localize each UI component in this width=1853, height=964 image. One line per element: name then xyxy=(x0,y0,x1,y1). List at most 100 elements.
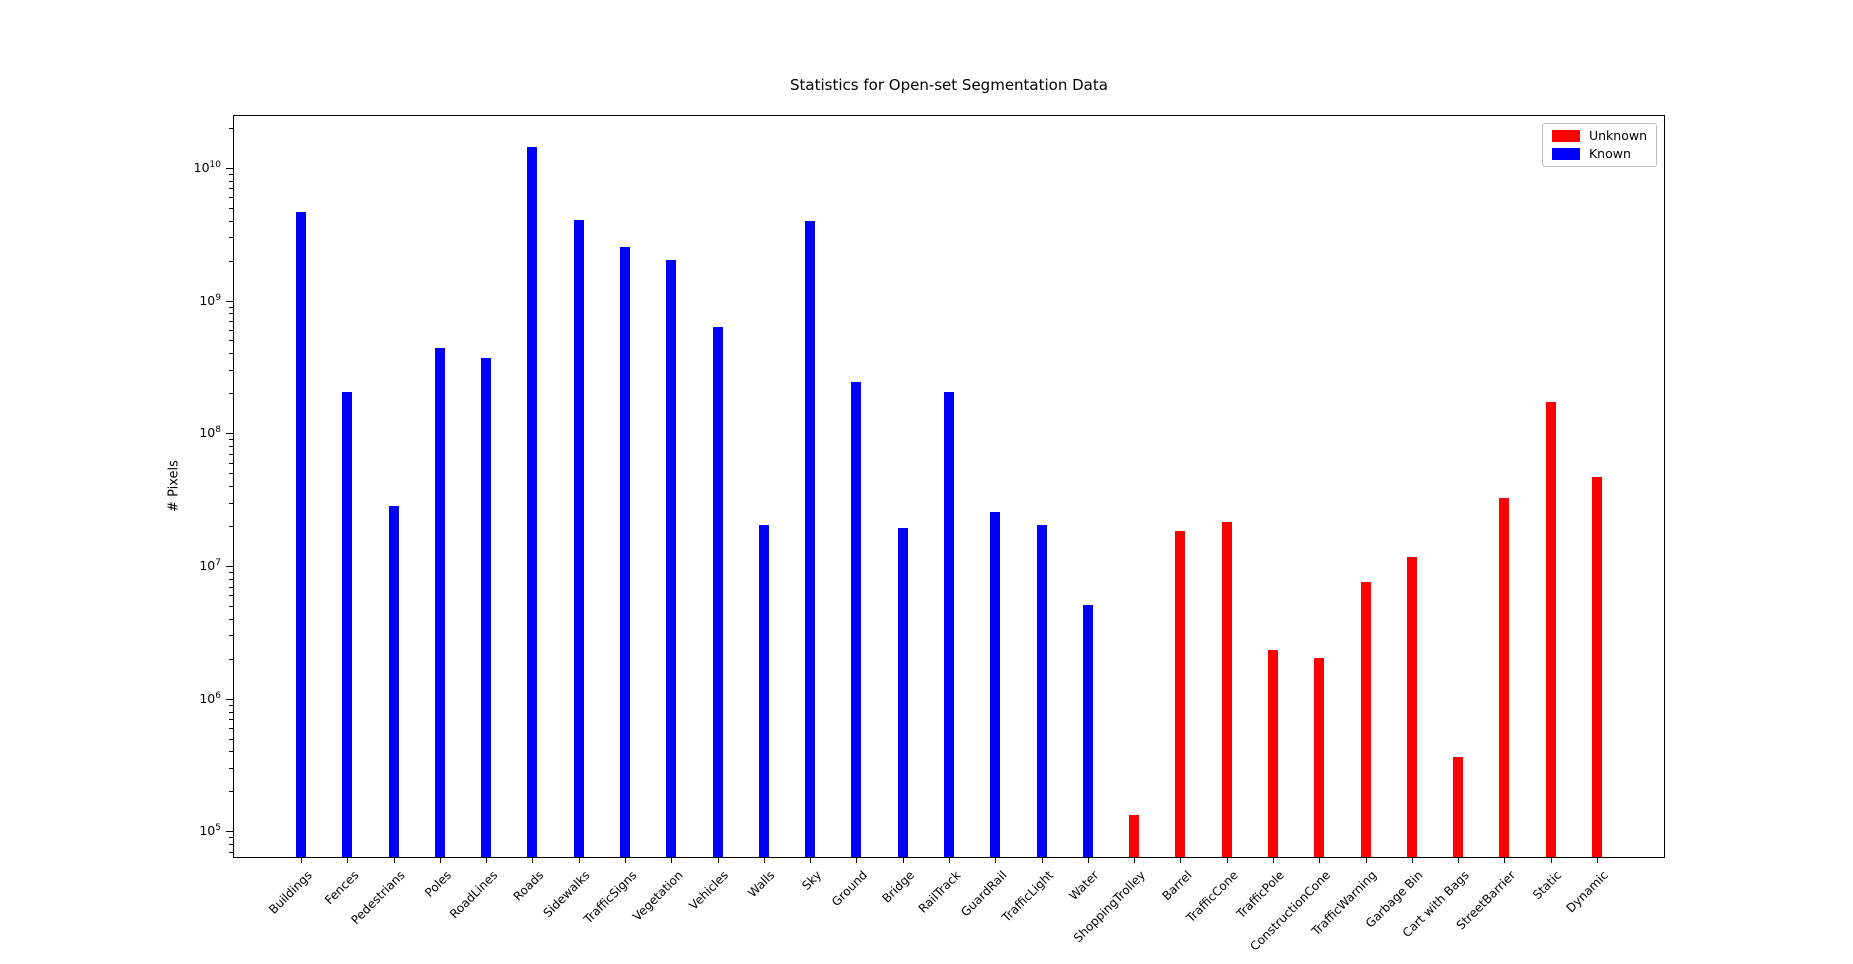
y-minor-tick xyxy=(229,237,233,238)
y-tick-label: 108 xyxy=(199,425,221,441)
y-minor-tick xyxy=(229,837,233,838)
bar-sky xyxy=(805,221,815,857)
bar-streetbarrier xyxy=(1499,498,1509,857)
x-tick-label: Poles xyxy=(421,868,454,900)
bar-constructioncone xyxy=(1314,658,1324,857)
y-minor-tick xyxy=(229,768,233,769)
y-minor-tick xyxy=(229,261,233,262)
y-tick-label: 107 xyxy=(199,557,221,574)
bar-guardrail xyxy=(990,512,1000,857)
x-tick xyxy=(764,858,765,863)
x-tick xyxy=(1319,858,1320,863)
x-tick-label: Water xyxy=(1066,868,1102,903)
y-minor-tick xyxy=(229,852,233,853)
y-minor-tick xyxy=(229,353,233,354)
x-tick xyxy=(995,858,996,863)
y-minor-tick xyxy=(229,739,233,740)
x-tick xyxy=(1042,858,1043,863)
y-minor-tick xyxy=(229,572,233,573)
x-tick-label: ConstructionCone xyxy=(1247,868,1334,954)
y-minor-tick xyxy=(229,174,233,175)
y-minor-tick xyxy=(229,844,233,845)
x-tick xyxy=(718,858,719,863)
x-tick-label: Dynamic xyxy=(1563,868,1611,916)
bar-ground xyxy=(851,382,861,857)
y-axis-label: # Pixels xyxy=(166,460,182,512)
y-minor-tick xyxy=(229,526,233,527)
x-tick xyxy=(810,858,811,863)
y-minor-tick xyxy=(229,751,233,752)
y-minor-tick xyxy=(229,503,233,504)
y-minor-tick xyxy=(229,579,233,580)
bar-shoppingtrolley xyxy=(1129,815,1139,857)
y-minor-tick xyxy=(229,712,233,713)
bar-vehicles xyxy=(713,327,723,857)
bar-buildings xyxy=(296,212,306,857)
y-minor-tick xyxy=(229,128,233,129)
legend-item-unknown: Unknown xyxy=(1551,128,1647,143)
x-tick-label: Buildings xyxy=(266,868,315,917)
x-tick xyxy=(486,858,487,863)
x-tick xyxy=(1458,858,1459,863)
legend-item-known: Known xyxy=(1551,147,1647,161)
y-minor-tick xyxy=(229,188,233,189)
x-tick xyxy=(394,858,395,863)
legend-label-unknown: Unknown xyxy=(1588,128,1647,143)
y-minor-tick xyxy=(229,208,233,209)
y-major-tick xyxy=(226,168,233,169)
y-minor-tick xyxy=(229,728,233,729)
x-tick xyxy=(625,858,626,863)
y-minor-tick xyxy=(229,486,233,487)
x-tick-label: Bridge xyxy=(879,868,917,906)
bar-pedestrians xyxy=(389,506,399,857)
bar-trafficwarning xyxy=(1361,582,1371,857)
x-tick xyxy=(1088,858,1089,863)
y-minor-tick xyxy=(229,393,233,394)
x-tick xyxy=(579,858,580,863)
bar-walls xyxy=(759,525,769,857)
y-tick-label: 1010 xyxy=(193,159,221,175)
legend-swatch-unknown xyxy=(1551,130,1580,143)
y-major-tick xyxy=(226,831,233,832)
y-minor-tick xyxy=(229,635,233,636)
y-minor-tick xyxy=(229,587,233,588)
y-minor-tick xyxy=(229,454,233,455)
y-minor-tick xyxy=(229,181,233,182)
y-major-tick xyxy=(226,301,233,302)
x-tick xyxy=(1134,858,1135,863)
bar-roads xyxy=(527,147,537,857)
x-tick-label: Barrel xyxy=(1159,868,1195,904)
y-tick-label: 106 xyxy=(199,690,221,706)
x-tick xyxy=(1597,858,1598,863)
x-tick-label: RailTrack xyxy=(915,868,963,916)
y-minor-tick xyxy=(229,340,233,341)
y-minor-tick xyxy=(229,307,233,308)
y-minor-tick xyxy=(229,446,233,447)
x-tick xyxy=(1227,858,1228,863)
y-minor-tick xyxy=(229,659,233,660)
y-minor-tick xyxy=(229,463,233,464)
y-minor-tick xyxy=(229,606,233,607)
bar-barrel xyxy=(1175,531,1185,857)
x-tick xyxy=(440,858,441,863)
x-tick-label: Static xyxy=(1530,868,1565,903)
x-tick xyxy=(1504,858,1505,863)
x-tick-label: Sky xyxy=(799,868,825,893)
bar-static xyxy=(1546,402,1556,857)
bar-sidewalks xyxy=(574,220,584,857)
plot-area xyxy=(233,115,1665,858)
bar-garbage-bin xyxy=(1407,557,1417,857)
legend: Unknown Known xyxy=(1541,123,1657,167)
x-tick xyxy=(1366,858,1367,863)
y-minor-tick xyxy=(229,619,233,620)
y-minor-tick xyxy=(229,330,233,331)
y-major-tick xyxy=(226,566,233,567)
x-tick xyxy=(671,858,672,863)
y-major-tick xyxy=(226,433,233,434)
y-minor-tick xyxy=(229,719,233,720)
bar-trafficsigns xyxy=(620,247,630,857)
bar-trafficpole xyxy=(1268,650,1278,857)
x-tick xyxy=(1273,858,1274,863)
y-minor-tick xyxy=(229,791,233,792)
